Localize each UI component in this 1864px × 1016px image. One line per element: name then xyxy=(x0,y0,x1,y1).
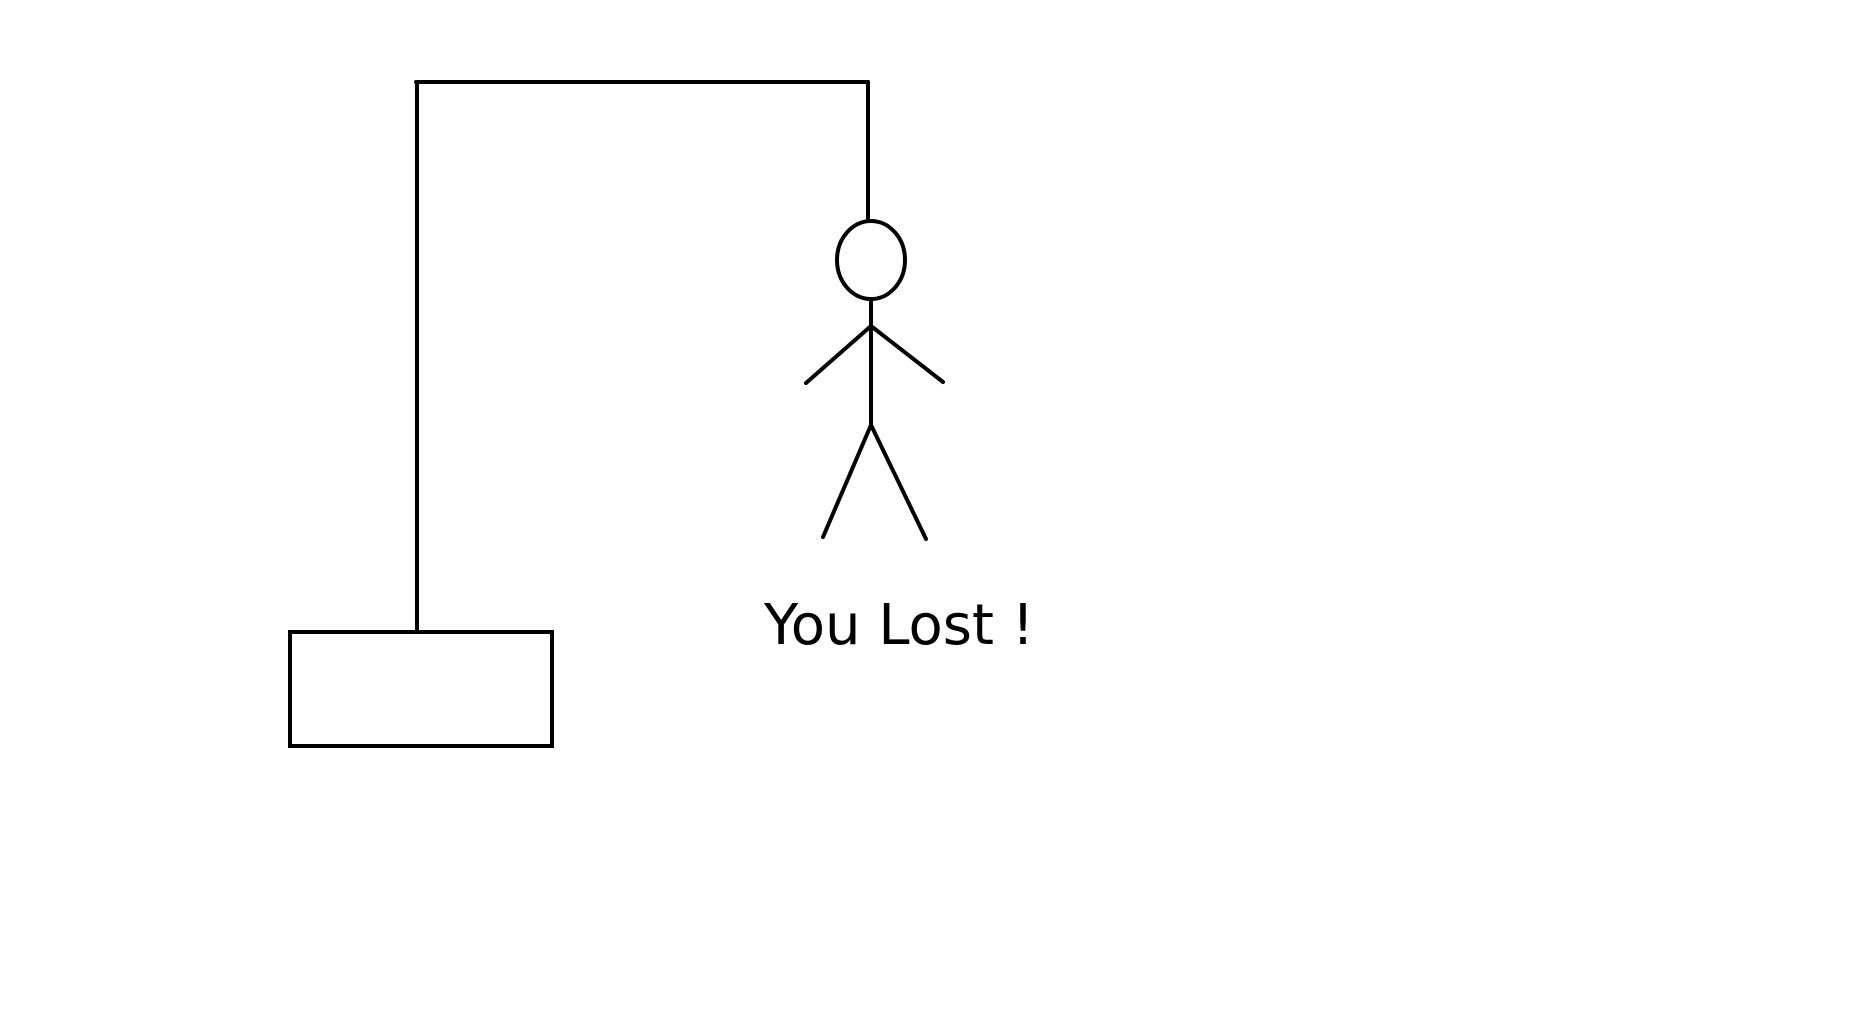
stickman-right-leg xyxy=(869,423,928,541)
gallows-base xyxy=(288,630,554,748)
stickman-right-arm xyxy=(869,324,945,384)
stickman-left-leg xyxy=(821,423,873,539)
stickman-left-arm xyxy=(804,324,873,385)
stickman-head xyxy=(835,219,907,301)
game-result-message: You Lost ! xyxy=(764,593,1035,658)
